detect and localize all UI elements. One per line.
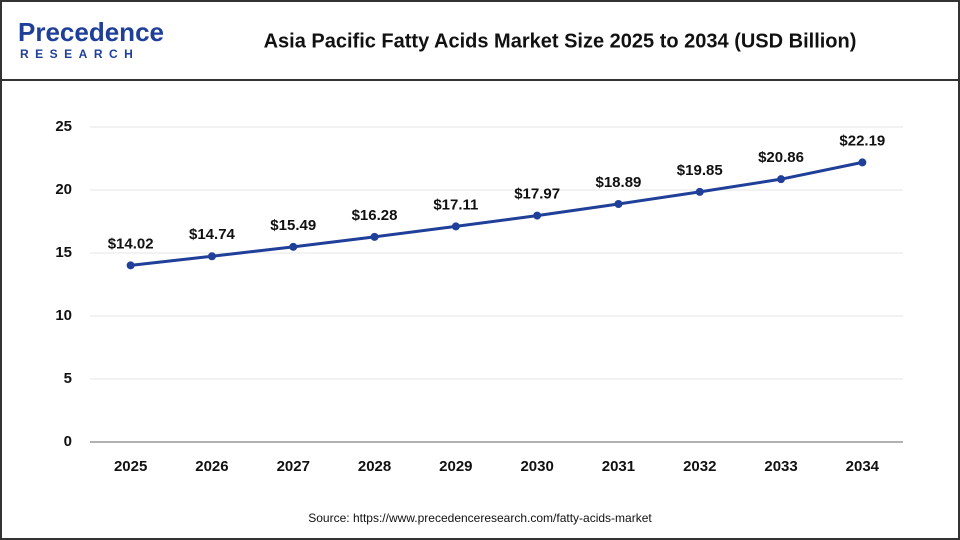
x-tick-label: 2028 xyxy=(358,458,391,475)
value-label: $19.85 xyxy=(677,162,723,179)
point xyxy=(370,232,379,241)
y-tick-label: 10 xyxy=(55,307,72,324)
x-tick-label: 2032 xyxy=(683,458,716,475)
point xyxy=(614,199,623,208)
y-tick-label: 5 xyxy=(64,370,72,387)
source: Source: https://www.precedenceresearch.c… xyxy=(308,511,652,525)
point xyxy=(858,158,867,167)
point xyxy=(451,222,460,231)
point xyxy=(289,242,298,251)
value-label: $20.86 xyxy=(758,149,804,166)
x-tick-label: 2031 xyxy=(602,458,635,475)
logo-tagline: RESEARCH xyxy=(20,47,139,61)
x-tick-label: 2025 xyxy=(114,458,147,475)
y-tick-label: 0 xyxy=(64,433,72,450)
x-tick-label: 2026 xyxy=(195,458,228,475)
point xyxy=(533,211,542,220)
value-label: $17.97 xyxy=(514,186,560,203)
point xyxy=(126,261,135,270)
value-label: $14.02 xyxy=(108,235,154,252)
x-tick-label: 2027 xyxy=(277,458,310,475)
value-label: $17.11 xyxy=(433,196,478,213)
chart-title: Asia Pacific Fatty Acids Market Size 202… xyxy=(264,30,857,52)
point xyxy=(777,175,786,184)
x-tick-label: 2034 xyxy=(846,458,880,475)
y-tick-label: 15 xyxy=(55,244,72,261)
value-label: $22.19 xyxy=(839,132,885,149)
logo-name: Precedence xyxy=(18,17,164,47)
line xyxy=(130,160,863,267)
value-label: $14.74 xyxy=(189,226,236,243)
point xyxy=(695,187,704,196)
x-tick-label: 2033 xyxy=(764,458,797,475)
value-label: $16.28 xyxy=(352,207,398,224)
y-tick-label: 20 xyxy=(55,181,72,198)
value-label: $18.89 xyxy=(596,174,642,191)
value-label: $15.49 xyxy=(270,217,316,234)
x-tick-label: 2029 xyxy=(439,458,472,475)
point xyxy=(207,252,216,261)
y-tick-label: 25 xyxy=(55,118,72,135)
x-tick-label: 2030 xyxy=(520,458,553,475)
